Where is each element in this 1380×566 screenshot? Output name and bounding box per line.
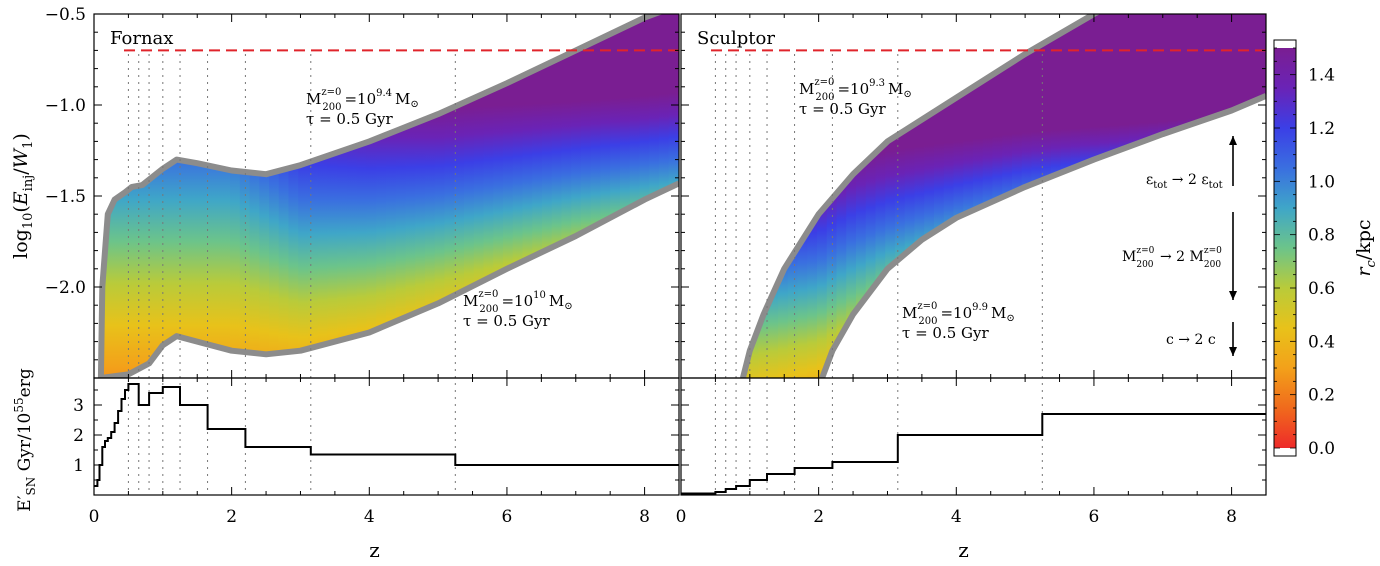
- tau-label: τ = 0.5 Gyr: [463, 312, 550, 330]
- sculptor-lower-annotation: Mz=0 200 =109.9 M⊙τ = 0.5 Gyr: [902, 301, 1015, 342]
- x-tick-label: 2: [813, 507, 824, 527]
- arrow-m-label: Mz=0 200 → 2 Mz=0 200: [1122, 246, 1222, 270]
- x-tick-label: 2: [226, 507, 237, 527]
- sub-y-tick-label: 3: [73, 396, 84, 416]
- x-tick-label: 8: [1226, 507, 1237, 527]
- sub-y-tick-label: 1: [73, 456, 84, 476]
- colorbar-label: rc/kpc: [1353, 219, 1379, 276]
- sculptor-upper-annotation: Mz=0 200 =109.3 M⊙τ = 0.5 Gyr: [799, 77, 912, 118]
- x-axis-label: z: [369, 538, 380, 562]
- panel-title: Fornax: [110, 28, 173, 49]
- x-tick-label: 4: [951, 507, 962, 527]
- colorbar: [1274, 48, 1296, 448]
- x-tick-label: 6: [1089, 507, 1100, 527]
- colorbar-tick-label: 0.8: [1308, 226, 1335, 246]
- x-tick-label: 4: [364, 507, 375, 527]
- sub-y-tick-label: 2: [73, 426, 84, 446]
- y-axis-label: log10(Einj/W1): [10, 133, 36, 259]
- sub-y-axis-label: E′SN Gyr/1055erg: [12, 368, 38, 512]
- tau-label: τ = 0.5 Gyr: [902, 324, 989, 342]
- tau-label: τ = 0.5 Gyr: [799, 100, 886, 118]
- colorbar-tick-label: 1.4: [1308, 66, 1335, 86]
- colorbar-tick-label: 0.4: [1308, 332, 1335, 352]
- colorbar-tick-label: 0.2: [1308, 386, 1335, 406]
- arrow-c-label: c → 2 c: [1166, 332, 1216, 348]
- x-tick-label: 6: [502, 507, 513, 527]
- y-tick-label: −1.0: [45, 96, 86, 116]
- y-tick-label: −2.0: [45, 278, 86, 298]
- fornax-sub-frame: [94, 378, 679, 495]
- sculptor-sub-frame: [681, 378, 1266, 495]
- colorbar-tick-label: 0.0: [1308, 439, 1335, 459]
- panel-title: Sculptor: [697, 28, 775, 49]
- y-tick-label: −1.5: [45, 187, 86, 207]
- arrow-eps-label: εtot → 2 εtot: [1146, 172, 1223, 191]
- x-axis-label: z: [958, 538, 969, 562]
- fornax-lower-annotation: Mz=0 200 =1010 M⊙τ = 0.5 Gyr: [463, 289, 573, 330]
- x-tick-label: 0: [89, 507, 100, 527]
- x-tick-label: 0: [676, 507, 687, 527]
- fornax-upper-annotation: Mz=0 200 =109.4 M⊙τ = 0.5 Gyr: [306, 87, 419, 128]
- sculptor-sn-energy-step: [681, 414, 1266, 494]
- fornax-sn-energy-step: [94, 384, 679, 486]
- colorbar-tick-label: 0.6: [1308, 279, 1335, 299]
- x-tick-label: 8: [639, 507, 650, 527]
- colorbar-tick-label: 1.2: [1308, 119, 1335, 139]
- colorbar-tick-label: 1.0: [1308, 172, 1335, 192]
- y-tick-label: −0.5: [45, 5, 86, 25]
- tau-label: τ = 0.5 Gyr: [306, 110, 393, 128]
